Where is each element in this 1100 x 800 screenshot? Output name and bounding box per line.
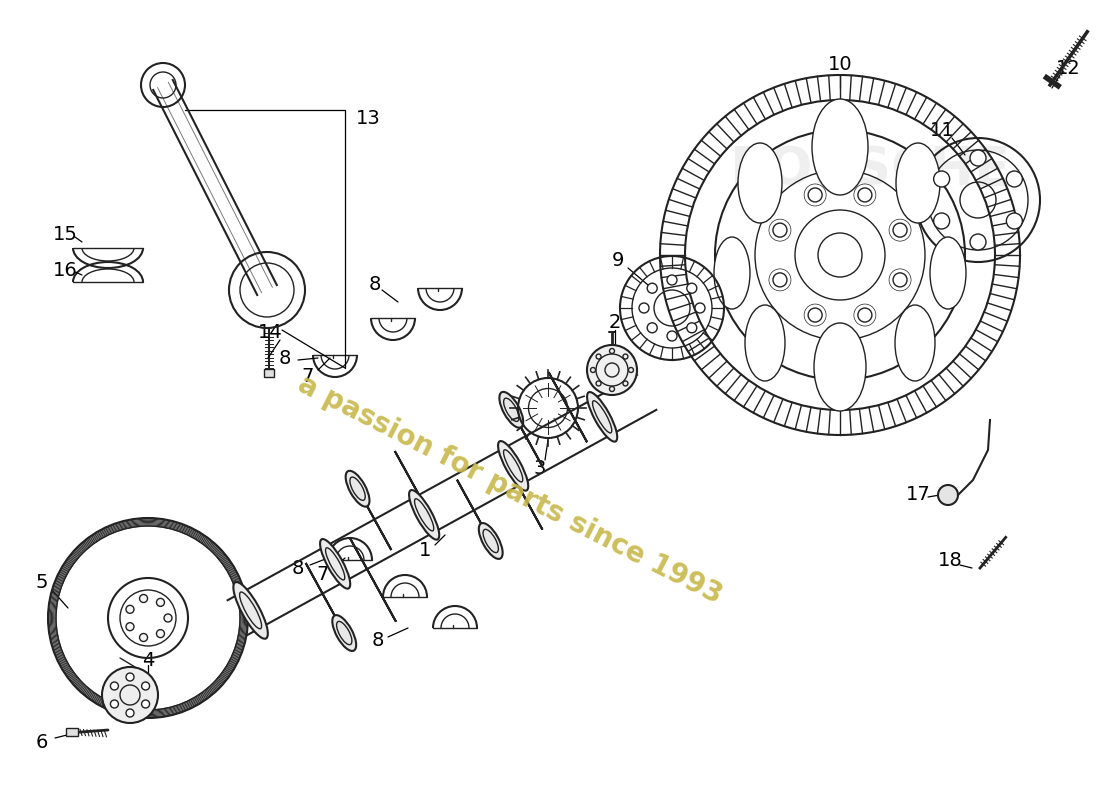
Text: 6: 6 bbox=[36, 733, 48, 751]
Text: 10: 10 bbox=[827, 55, 853, 74]
Circle shape bbox=[587, 345, 637, 395]
Text: 2: 2 bbox=[608, 313, 622, 331]
Text: 8: 8 bbox=[292, 558, 305, 578]
Text: 8: 8 bbox=[278, 349, 292, 367]
Text: 9: 9 bbox=[612, 250, 624, 270]
Ellipse shape bbox=[714, 237, 750, 309]
Circle shape bbox=[686, 283, 696, 294]
Text: 15: 15 bbox=[53, 226, 77, 245]
Circle shape bbox=[142, 682, 150, 690]
Circle shape bbox=[102, 667, 158, 723]
Circle shape bbox=[686, 322, 696, 333]
Circle shape bbox=[773, 223, 786, 237]
Circle shape bbox=[156, 630, 165, 638]
Circle shape bbox=[164, 614, 172, 622]
Circle shape bbox=[934, 171, 949, 187]
Text: 5: 5 bbox=[35, 573, 48, 591]
Ellipse shape bbox=[814, 323, 866, 411]
Circle shape bbox=[647, 283, 657, 294]
Ellipse shape bbox=[332, 615, 356, 651]
Ellipse shape bbox=[812, 99, 868, 195]
Circle shape bbox=[1006, 213, 1022, 229]
Circle shape bbox=[808, 308, 822, 322]
Ellipse shape bbox=[478, 523, 503, 559]
Polygon shape bbox=[549, 372, 587, 442]
Circle shape bbox=[1006, 171, 1022, 187]
Circle shape bbox=[893, 273, 907, 287]
Circle shape bbox=[647, 322, 657, 333]
Ellipse shape bbox=[738, 143, 782, 223]
Circle shape bbox=[667, 331, 676, 341]
Circle shape bbox=[126, 606, 134, 614]
Circle shape bbox=[858, 188, 872, 202]
Text: 7: 7 bbox=[301, 366, 315, 386]
Circle shape bbox=[858, 308, 872, 322]
Text: 7: 7 bbox=[317, 566, 329, 585]
Ellipse shape bbox=[499, 392, 524, 428]
Circle shape bbox=[893, 223, 907, 237]
Circle shape bbox=[934, 213, 949, 229]
Circle shape bbox=[110, 700, 119, 708]
Text: 14: 14 bbox=[257, 322, 283, 342]
Circle shape bbox=[773, 273, 786, 287]
Text: 11: 11 bbox=[930, 121, 955, 139]
Circle shape bbox=[126, 622, 134, 630]
Text: 18: 18 bbox=[937, 550, 962, 570]
Circle shape bbox=[140, 634, 147, 642]
Ellipse shape bbox=[587, 392, 617, 442]
Polygon shape bbox=[306, 563, 352, 646]
Circle shape bbox=[667, 275, 676, 285]
Circle shape bbox=[639, 303, 649, 313]
Polygon shape bbox=[350, 475, 392, 550]
Text: 17: 17 bbox=[905, 486, 931, 505]
Ellipse shape bbox=[409, 490, 439, 540]
Text: 13: 13 bbox=[355, 109, 381, 127]
Text: 16: 16 bbox=[53, 261, 77, 279]
Text: PORSCHE: PORSCHE bbox=[729, 144, 1011, 196]
Circle shape bbox=[126, 673, 134, 681]
Text: 8: 8 bbox=[372, 630, 384, 650]
Polygon shape bbox=[456, 480, 498, 554]
Circle shape bbox=[110, 682, 119, 690]
Ellipse shape bbox=[895, 305, 935, 381]
Circle shape bbox=[938, 485, 958, 505]
Text: 12: 12 bbox=[1056, 58, 1080, 78]
Ellipse shape bbox=[320, 539, 350, 589]
Text: 1: 1 bbox=[419, 541, 431, 559]
Polygon shape bbox=[502, 455, 542, 530]
Polygon shape bbox=[350, 538, 396, 622]
Circle shape bbox=[140, 594, 147, 602]
Polygon shape bbox=[395, 451, 436, 526]
Bar bbox=[264, 369, 274, 377]
Text: 3: 3 bbox=[534, 458, 547, 478]
Ellipse shape bbox=[930, 237, 966, 309]
Circle shape bbox=[156, 598, 165, 606]
Circle shape bbox=[808, 188, 822, 202]
Circle shape bbox=[970, 150, 986, 166]
Ellipse shape bbox=[896, 143, 940, 223]
Ellipse shape bbox=[345, 470, 370, 506]
Text: a passion for parts since 1993: a passion for parts since 1993 bbox=[293, 370, 727, 610]
Circle shape bbox=[970, 234, 986, 250]
Circle shape bbox=[142, 700, 150, 708]
Circle shape bbox=[695, 303, 705, 313]
Ellipse shape bbox=[498, 441, 528, 490]
Ellipse shape bbox=[233, 582, 268, 638]
Bar bbox=[66, 728, 78, 736]
Text: 8: 8 bbox=[368, 275, 382, 294]
Polygon shape bbox=[504, 397, 542, 466]
Circle shape bbox=[126, 709, 134, 717]
Text: 4: 4 bbox=[142, 650, 154, 670]
Ellipse shape bbox=[745, 305, 785, 381]
